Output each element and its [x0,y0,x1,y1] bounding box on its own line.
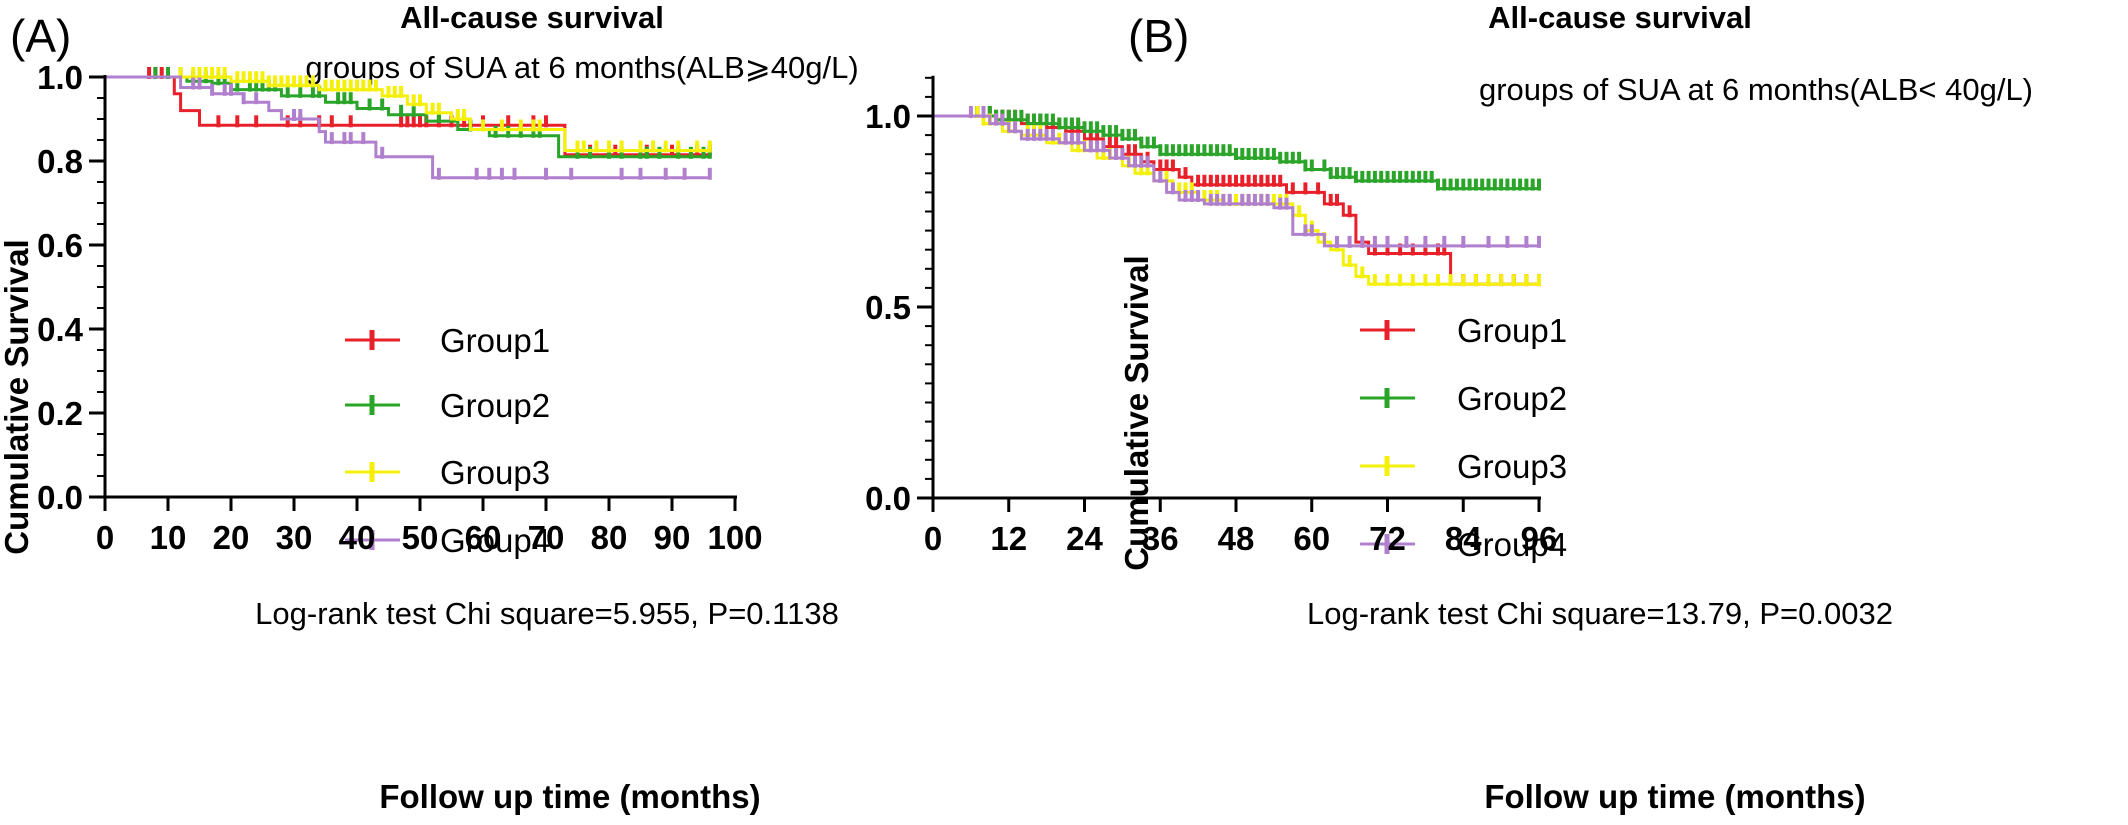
survival-chart-b: (B) All-cause survival groups of SUA at … [865,0,2033,815]
legend-item-group3-a: Group3 [345,454,550,491]
legend-item-group4-b: Group4 [1360,526,1567,563]
x-tick-label-a-8: 80 [591,519,628,556]
series-group4-b [933,106,1541,248]
y-tick-label-a-1: 0.2 [37,395,83,432]
legend-label-group3-a: Group3 [440,454,550,491]
survival-chart-a: (A) All-cause survival groups of SUA at … [0,0,859,815]
legend-item-group2-a: Group2 [345,387,550,424]
legend-label-group3-b: Group3 [1457,448,1567,485]
chart-title-a: All-cause survival [400,0,664,35]
x-tick-label-a-2: 20 [213,519,250,556]
series-layer-a [105,67,712,180]
chart-title-b: All-cause survival [1488,0,1752,35]
x-tick-label-b-5: 60 [1293,520,1330,557]
legend-label-group2-b: Group2 [1457,380,1567,417]
survival-line-group4-a [105,75,710,180]
y-tick-label-b-0: 0.0 [865,480,911,517]
legend-item-group1-a: Group1 [345,322,550,359]
x-tick-label-a-6: 60 [465,519,502,556]
axes-a: 0 10 20 30 40 50 60 70 80 90 100 0.0 0.2 0.4 0.6 0.8 1.0 [37,59,762,556]
series-group3-b [933,106,1541,287]
panel-label-a: (A) [10,10,71,62]
x-tick-label-b-0: 0 [924,520,942,557]
x-tick-label-a-10: 100 [707,519,762,556]
y-tick-label-a-3: 0.6 [37,227,83,264]
legend-label-group4-a: Group4 [440,522,550,559]
x-tick-label-a-9: 90 [654,519,691,556]
x-tick-label-b-1: 12 [990,520,1027,557]
legend-item-group3-b: Group3 [1360,448,1567,485]
legend-item-group1-b: Group1 [1360,312,1567,349]
x-tick-label-b-3: 36 [1142,520,1179,557]
y-tick-label-a-0: 0.0 [37,479,83,516]
series-group4-a [105,75,712,180]
panel-label-b: (B) [1128,10,1189,62]
series-group3-a [105,67,712,153]
series-layer-b [933,106,1541,287]
legend-label-group2-a: Group2 [440,387,550,424]
axes-b: 0 12 24 36 48 60 72 84 96 0.0 0.5 1.0 [865,75,1558,557]
series-group2-b [933,106,1541,191]
x-tick-label-b-6: 72 [1369,520,1406,557]
y-axis-label-b: Cumulative Survival [1118,255,1155,570]
y-tick-label-b-1: 0.5 [865,289,911,326]
x-tick-label-a-1: 10 [150,519,187,556]
x-tick-label-b-8: 96 [1521,520,1558,557]
x-axis-label-b: Follow up time (months) [1484,778,1865,815]
legend-item-group2-b: Group2 [1360,380,1567,417]
y-tick-label-a-2: 0.4 [37,311,84,348]
x-axis-label-a: Follow up time (months) [379,778,760,815]
chart-subtitle-a: groups of SUA at 6 months(ALB⩾40g/L) [305,50,858,85]
y-tick-label-a-5: 1.0 [37,59,83,96]
y-tick-label-b-2: 1.0 [865,98,911,135]
y-axis-label-a: Cumulative Survival [0,239,35,554]
legend-label-group1-a: Group1 [440,322,550,359]
x-tick-label-b-7: 84 [1445,520,1482,557]
x-tick-label-b-2: 24 [1066,520,1103,557]
x-tick-label-a-3: 30 [276,519,313,556]
x-tick-label-b-4: 48 [1218,520,1255,557]
log-rank-annotation-b: Log-rank test Chi square=13.79, P=0.0032 [1307,596,1893,631]
y-tick-label-a-4: 0.8 [37,143,83,180]
legend-item-group4-a: Group4 [345,522,550,559]
x-tick-label-a-5: 50 [402,519,439,556]
chart-subtitle-b: groups of SUA at 6 months(ALB< 40g/L) [1479,72,2033,107]
x-tick-label-a-7: 70 [528,519,565,556]
x-tick-label-a-0: 0 [96,519,114,556]
log-rank-annotation-a: Log-rank test Chi square=5.955, P=0.1138 [255,596,839,631]
legend-label-group1-b: Group1 [1457,312,1567,349]
legend-a: Group1 Group2 Group3 Group4 [345,322,550,559]
x-tick-label-a-4: 40 [339,519,376,556]
legend-b: Group1 Group2 Group3 Group4 [1360,312,1567,563]
legend-label-group4-b: Group4 [1457,526,1567,563]
